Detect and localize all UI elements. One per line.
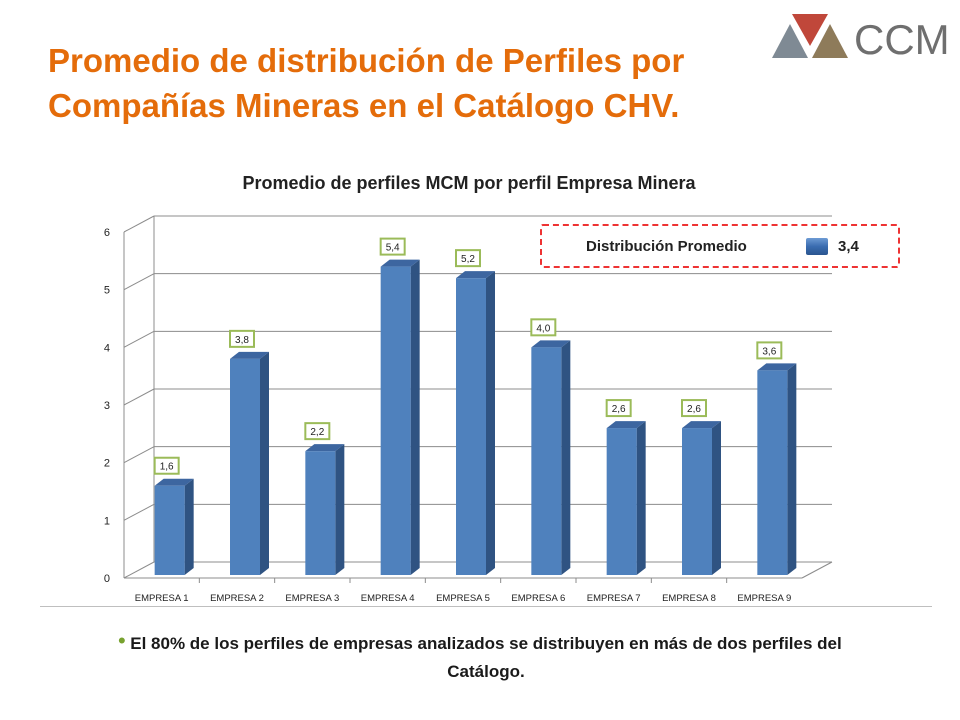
data-label: 2,6 xyxy=(612,404,626,415)
bar-top xyxy=(230,351,269,359)
y-tick-label: 0 xyxy=(104,573,110,585)
x-tick-label: EMPRESA 6 xyxy=(511,593,565,604)
y-tick-label: 5 xyxy=(104,285,110,297)
bar-top xyxy=(305,444,345,452)
data-label: 3,6 xyxy=(762,346,776,357)
bar xyxy=(531,347,562,575)
logo-triangle-red xyxy=(792,14,828,46)
bar-top xyxy=(456,271,495,279)
bar-side xyxy=(184,478,194,575)
bar-side xyxy=(260,351,269,575)
bar xyxy=(682,428,712,575)
bar-top xyxy=(380,259,420,267)
bar-top xyxy=(682,421,721,429)
bar xyxy=(230,358,260,575)
y-tick-label: 6 xyxy=(104,227,110,239)
chart-title: Promedio de perfiles MCM por perfil Empr… xyxy=(242,173,696,193)
data-label-box xyxy=(530,318,557,337)
gridline-side xyxy=(123,330,155,348)
x-tick-label: EMPRESA 8 xyxy=(662,593,716,604)
x-tick-label: EMPRESA 5 xyxy=(436,593,490,604)
logo-triangle-olive xyxy=(812,24,848,58)
data-label-box xyxy=(153,456,180,475)
x-tick-label: EMPRESA 2 xyxy=(210,593,264,604)
y-tick-label: 4 xyxy=(104,342,110,354)
page-title: Promedio de distribución de Perfiles por… xyxy=(48,42,685,124)
legend: Distribución Promedio 3,4 xyxy=(540,224,900,268)
ccm-logo: CCM xyxy=(772,14,948,63)
data-label: 1,6 xyxy=(160,462,174,473)
gridline-side xyxy=(123,503,155,521)
data-label: 2,6 xyxy=(687,404,701,415)
data-label-box xyxy=(229,329,255,348)
bar-side xyxy=(335,444,345,575)
x-tick-label: EMPRESA 7 xyxy=(587,593,641,604)
data-label-box xyxy=(681,399,707,418)
gridline-side xyxy=(123,215,155,233)
legend-swatch xyxy=(806,238,828,255)
legend-label: Distribución Promedio xyxy=(586,238,747,255)
bar xyxy=(606,428,637,575)
bar-side xyxy=(636,421,646,575)
data-label: 2,2 xyxy=(310,427,324,438)
bar-top xyxy=(154,478,194,486)
y-tick-label: 3 xyxy=(104,400,110,412)
y-tick-label: 1 xyxy=(104,515,110,527)
legend-value: 3,4 xyxy=(838,238,859,255)
divider xyxy=(40,606,932,607)
floor-edge xyxy=(801,561,833,579)
data-label: 3,8 xyxy=(235,335,249,346)
bar-side xyxy=(712,421,721,575)
data-label-box xyxy=(605,399,632,418)
x-tick-label: EMPRESA 4 xyxy=(361,593,415,604)
x-tick-label: EMPRESA 3 xyxy=(285,593,339,604)
data-label-box xyxy=(304,422,331,441)
bar-side xyxy=(486,271,495,575)
bar-top xyxy=(606,421,646,429)
bar-side xyxy=(787,363,797,575)
bar-top xyxy=(757,363,797,371)
bar-side xyxy=(561,340,571,575)
y-tick-label: 2 xyxy=(104,458,110,470)
bar-top xyxy=(531,340,571,348)
bar xyxy=(380,266,411,575)
logo-text: CCM xyxy=(854,16,948,63)
gridline-side xyxy=(123,561,155,579)
data-label-box xyxy=(455,249,481,268)
bar xyxy=(154,485,185,575)
data-label-box xyxy=(379,237,406,256)
bar xyxy=(757,370,788,575)
bullet-icon: • xyxy=(118,628,126,653)
gridline-side xyxy=(123,446,155,464)
note-text: El 80% de los perfiles de empresas anali… xyxy=(130,634,842,681)
gridline-side xyxy=(123,273,155,291)
logo-triangle-gray xyxy=(772,24,808,58)
data-label-box xyxy=(756,341,783,360)
data-label: 4,0 xyxy=(536,323,550,334)
x-tick-label: EMPRESA 9 xyxy=(737,593,791,604)
bar-side xyxy=(410,259,420,575)
bar xyxy=(305,451,336,575)
data-label: 5,2 xyxy=(461,254,475,265)
bar xyxy=(456,278,486,575)
x-tick-label: EMPRESA 1 xyxy=(135,593,189,604)
data-label: 5,4 xyxy=(386,243,400,254)
gridline-side xyxy=(123,388,155,406)
